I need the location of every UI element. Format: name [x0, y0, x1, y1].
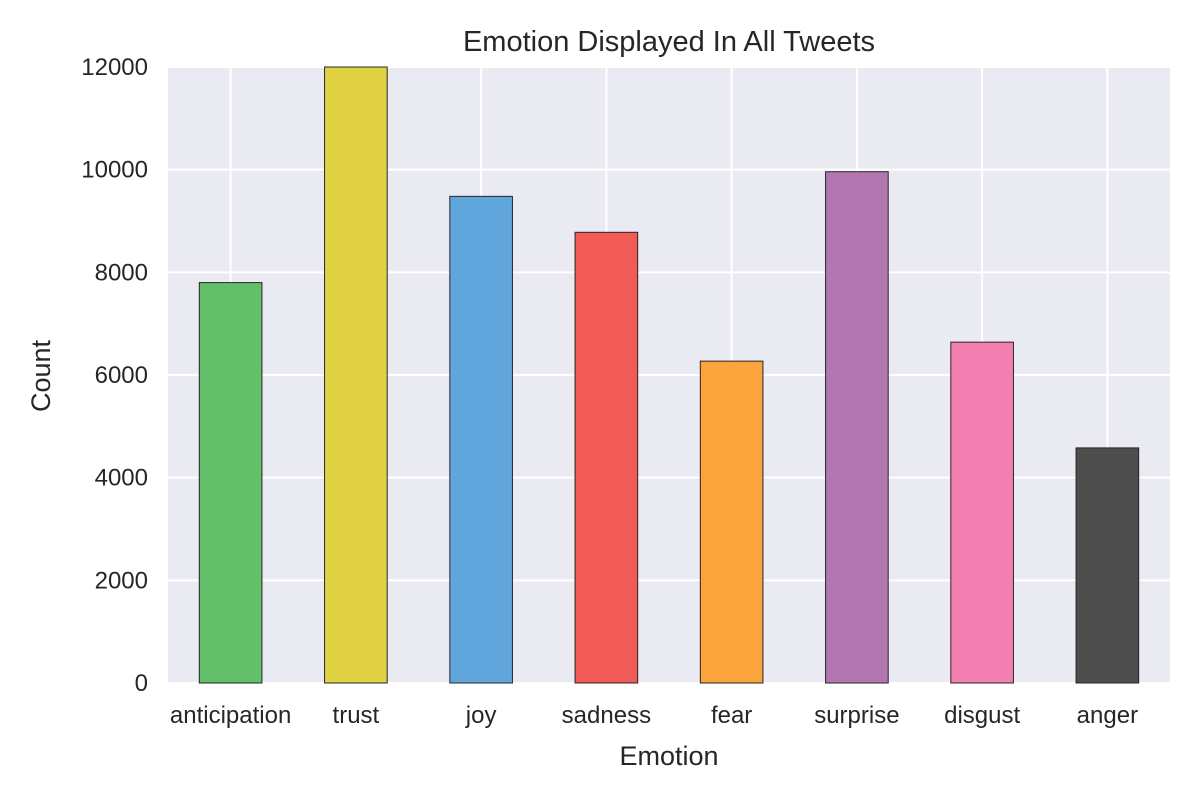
- y-tick-label: 8000: [95, 259, 148, 286]
- y-tick-label: 2000: [95, 567, 148, 594]
- bar-disgust: [950, 341, 1014, 684]
- x-tick-label-joy: joy: [465, 702, 497, 729]
- bar-fear: [699, 360, 764, 684]
- bars: [198, 66, 1140, 684]
- y-tick-label: 10000: [81, 157, 148, 184]
- x-tick-label-trust: trust: [333, 702, 380, 729]
- bar-surprise: [825, 171, 889, 684]
- bar-sadness: [574, 231, 639, 684]
- x-tick-label-anger: anger: [1077, 702, 1138, 729]
- bar-anticipation: [198, 282, 263, 684]
- x-tick-label-surprise: surprise: [814, 702, 899, 729]
- y-tick-label: 0: [135, 670, 148, 697]
- bar-anger: [1075, 447, 1140, 684]
- y-tick-label: 12000: [81, 54, 148, 81]
- y-tick-label: 4000: [95, 465, 148, 492]
- x-tick-labels: anticipation trust joy sadness fear surprise d…: [170, 702, 1138, 729]
- y-axis-label: Count: [26, 339, 56, 412]
- x-tick-label-fear: fear: [711, 702, 752, 729]
- x-tick-label-sadness: sadness: [562, 702, 651, 729]
- bar-joy: [449, 195, 513, 684]
- bar-trust: [324, 66, 388, 684]
- x-tick-label-disgust: disgust: [944, 702, 1020, 729]
- y-tick-labels: 0 2000 4000 6000 8000 10000 12000: [81, 54, 148, 697]
- x-tick-label-anticipation: anticipation: [170, 702, 291, 729]
- y-tick-label: 6000: [95, 362, 148, 389]
- x-axis-label: Emotion: [619, 741, 718, 771]
- chart-title: Emotion Displayed In All Tweets: [463, 26, 875, 58]
